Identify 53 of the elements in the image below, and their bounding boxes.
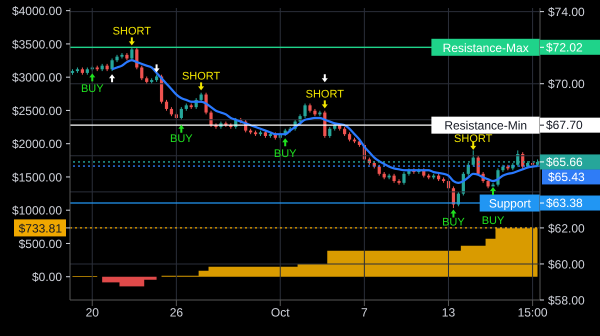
y2-tick-label: $58.00	[548, 294, 586, 308]
annotation: SHORT	[182, 70, 221, 83]
candlestick	[348, 132, 352, 142]
annotation: SHORT	[454, 132, 493, 145]
candlestick	[328, 126, 332, 138]
candlestick	[378, 164, 381, 176]
y-tick-label: $1000.00	[12, 204, 62, 218]
y-tick-label: $3000.00	[12, 70, 62, 85]
y2-tick-label: $72.02	[546, 40, 584, 54]
ref-line-label: Support	[488, 196, 532, 211]
candlestick	[392, 173, 396, 184]
candlestick	[135, 47, 138, 70]
annotation: BUY	[274, 148, 298, 160]
x-tick-label: 15:00	[518, 306, 548, 320]
x-tick-label: Oct	[270, 306, 290, 320]
candlestick	[200, 92, 203, 102]
candlestick	[164, 99, 168, 112]
annotation: SHORT	[306, 88, 344, 101]
candlestick	[140, 65, 144, 81]
candlestick	[170, 106, 174, 117]
annotation: BUY	[482, 214, 505, 227]
annotation: BUY	[80, 83, 104, 96]
x-tick-label: 20	[86, 306, 100, 320]
y-tick-label: $4000.00	[12, 4, 62, 18]
y2-tick-label: $65.66	[546, 154, 584, 169]
y-tick-label: $2500.00	[12, 104, 62, 118]
y-tick-label: $3500.00	[12, 37, 62, 52]
ref-line-label: $65.43	[548, 170, 586, 184]
x-tick-label: 26	[170, 306, 184, 320]
annotation: BUY	[170, 132, 194, 145]
y-tick-label: $2000.00	[12, 137, 62, 152]
y-tick-label: $0.00	[32, 270, 62, 284]
y-tick-label: $1500.00	[12, 170, 62, 184]
y2-tick-label: $62.00	[548, 221, 586, 236]
candlestick	[402, 172, 406, 186]
x-tick-label: 13	[442, 306, 456, 320]
candlestick	[130, 47, 134, 61]
candlestick	[486, 178, 490, 189]
candlestick	[521, 152, 524, 169]
y2-tick-label: $67.70	[546, 118, 584, 132]
ref-line-label: Resistance-Max	[442, 40, 529, 55]
x-tick-label: 7	[361, 306, 368, 320]
annotation: BUY	[442, 216, 466, 229]
y2-tick-label: $70.00	[548, 77, 586, 92]
y-tick-label: $500.00	[18, 236, 62, 251]
ref-line-label: Resistance-Min	[444, 118, 528, 133]
y-tick-label: $733.81	[18, 221, 62, 236]
candlestick	[303, 103, 307, 118]
y2-tick-label: $60.00	[548, 257, 586, 272]
candlestick	[180, 106, 183, 120]
annotation: SHORT	[112, 26, 152, 38]
y2-tick-label: $74.00	[548, 5, 586, 20]
y2-tick-label: $63.38	[546, 196, 584, 210]
